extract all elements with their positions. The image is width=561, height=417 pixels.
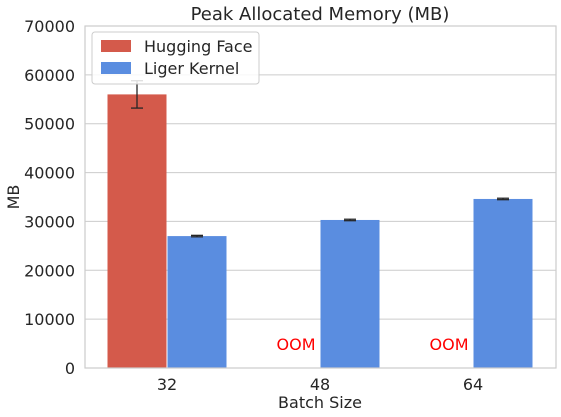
legend-label: Liger Kernel bbox=[144, 59, 239, 78]
y-tick-label: 0 bbox=[65, 359, 75, 378]
legend-swatch bbox=[101, 62, 131, 74]
legend-label: Hugging Face bbox=[144, 37, 253, 56]
y-axis-label: MB bbox=[4, 185, 23, 210]
error-bars bbox=[131, 80, 509, 238]
x-tick-label: 32 bbox=[157, 375, 177, 394]
y-tick-labels: 0 10000 20000 30000 40000 50000 60000 70000 bbox=[24, 17, 75, 378]
y-tick-label: 30000 bbox=[24, 212, 75, 231]
oom-label: OOM bbox=[277, 335, 316, 354]
x-tick-labels: 32 48 64 bbox=[157, 375, 483, 394]
bar bbox=[320, 219, 380, 368]
legend-box bbox=[91, 31, 260, 85]
legend: Hugging Face Liger Kernel bbox=[91, 31, 260, 85]
y-tick-label: 20000 bbox=[24, 261, 75, 280]
bar bbox=[473, 198, 533, 368]
y-tick-label: 40000 bbox=[24, 164, 75, 183]
oom-label: OOM bbox=[430, 335, 469, 354]
y-tick-label: 10000 bbox=[24, 310, 75, 329]
chart-title: Peak Allocated Memory (MB) bbox=[191, 4, 450, 25]
x-tick-label: 48 bbox=[310, 375, 330, 394]
bar bbox=[107, 94, 167, 369]
x-tick-label: 64 bbox=[463, 375, 483, 394]
bar bbox=[167, 236, 227, 368]
y-tick-label: 70000 bbox=[24, 17, 75, 36]
y-tick-label: 60000 bbox=[24, 66, 75, 85]
bars bbox=[107, 94, 533, 369]
y-tick-label: 50000 bbox=[24, 115, 75, 134]
x-axis-label: Batch Size bbox=[278, 393, 362, 412]
legend-swatch bbox=[101, 40, 131, 52]
annotations: OOM OOM bbox=[277, 335, 469, 354]
plot-frame bbox=[84, 25, 557, 369]
